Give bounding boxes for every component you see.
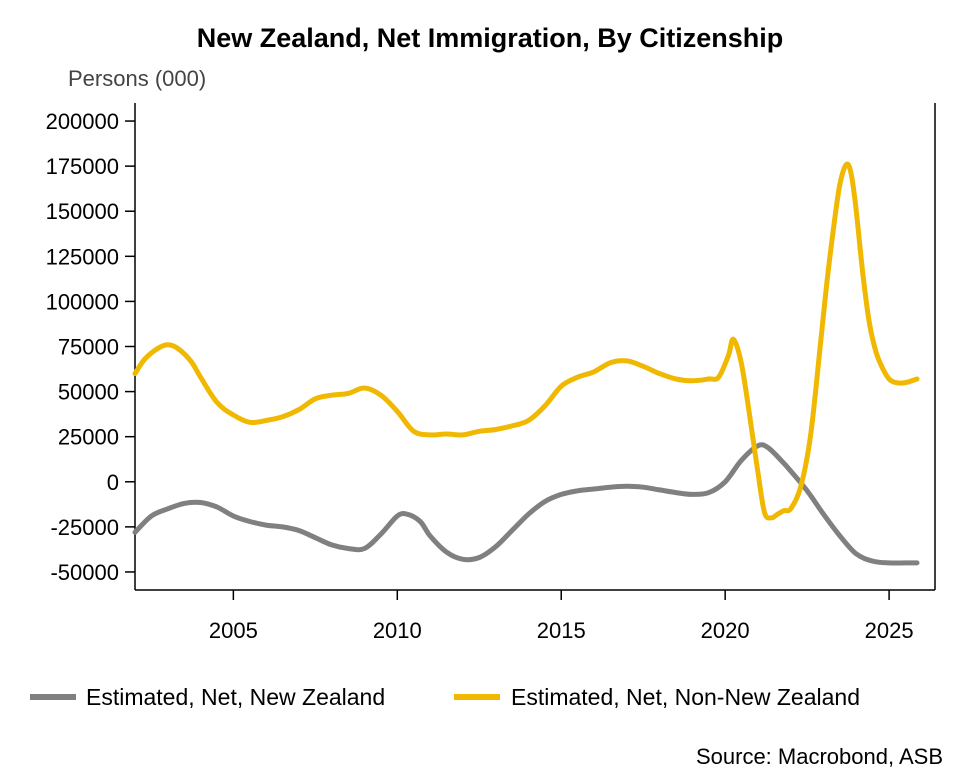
y-tick-label: -50000: [50, 560, 119, 585]
y-ticks: 200000 175000 150000 125000 100000 75000 50000…: [46, 109, 135, 585]
x-tick-label: 2015: [537, 618, 586, 643]
axes: [134, 103, 936, 591]
y-tick-label: 25000: [58, 425, 119, 450]
series-line-nz: [132, 442, 920, 566]
y-tick-label: 125000: [46, 244, 119, 269]
x-tick-label: 2020: [701, 618, 750, 643]
source-note: Source: Macrobond, ASB: [696, 744, 943, 769]
legend: Estimated, Net, New Zealand Estimated, N…: [30, 684, 860, 710]
x-tick-label: 2025: [865, 618, 914, 643]
y-axis-unit-label: Persons (000): [68, 66, 206, 91]
y-tick-label: 75000: [58, 335, 119, 360]
chart-title: New Zealand, Net Immigration, By Citizen…: [197, 23, 784, 53]
y-tick-label: 0: [107, 470, 119, 495]
x-tick-label: 2005: [209, 618, 258, 643]
y-tick-label: 150000: [46, 199, 119, 224]
series-line-non-nz: [132, 161, 920, 521]
legend-label-nz: Estimated, Net, New Zealand: [86, 684, 385, 710]
y-tick-label: 50000: [58, 380, 119, 405]
y-tick-label: 100000: [46, 289, 119, 314]
x-tick-label: 2010: [373, 618, 422, 643]
x-ticks: 2005 2010 2015 2020 2025: [209, 590, 914, 643]
y-tick-label: 175000: [46, 154, 119, 179]
y-tick-label: 200000: [46, 109, 119, 134]
legend-label-non-nz: Estimated, Net, Non-New Zealand: [511, 684, 860, 710]
y-tick-label: -25000: [50, 515, 119, 540]
series-group: [132, 161, 920, 566]
